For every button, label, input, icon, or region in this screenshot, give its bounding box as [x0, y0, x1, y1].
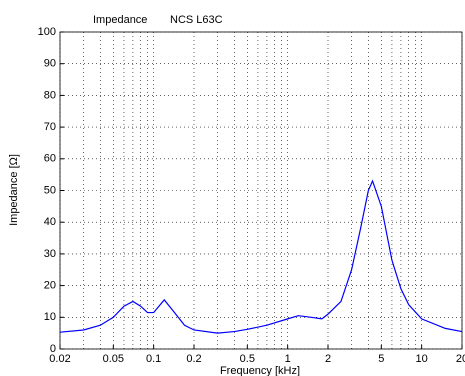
- x-tick-label: 0.05: [103, 353, 124, 365]
- y-axis-label: Impedance [Ω]: [8, 154, 20, 226]
- x-tick-label: 1: [285, 353, 291, 365]
- x-tick-label: 0.02: [49, 353, 70, 365]
- data-line: [59, 179, 463, 334]
- x-tick-label: 5: [378, 353, 384, 365]
- x-tick-label: 10: [416, 353, 428, 365]
- x-tick-label: 0.5: [240, 353, 255, 365]
- x-tick-label: 0.1: [146, 353, 161, 365]
- y-tick-label: 80: [44, 89, 56, 101]
- y-tick-label: 60: [44, 153, 56, 165]
- x-tick-label: 0.2: [186, 353, 201, 365]
- y-tick-label: 40: [44, 216, 56, 228]
- plot-frame: [59, 31, 463, 350]
- y-tick-label: 100: [38, 26, 56, 38]
- x-tick-label: 20: [456, 353, 465, 365]
- chart-title: Impedance: [93, 14, 147, 26]
- y-tick-label: 0: [50, 343, 56, 355]
- chart-subtitle: NCS L63C: [170, 14, 223, 26]
- y-tick-label: 30: [44, 248, 56, 260]
- y-tick-label: 20: [44, 280, 56, 292]
- y-tick-label: 10: [44, 311, 56, 323]
- y-tick-label: 70: [44, 121, 56, 133]
- x-axis-label: Frequency [kHz]: [220, 365, 300, 376]
- y-tick-label: 90: [44, 58, 56, 70]
- x-tick-label: 2: [325, 353, 331, 365]
- y-tick-label: 50: [44, 184, 56, 196]
